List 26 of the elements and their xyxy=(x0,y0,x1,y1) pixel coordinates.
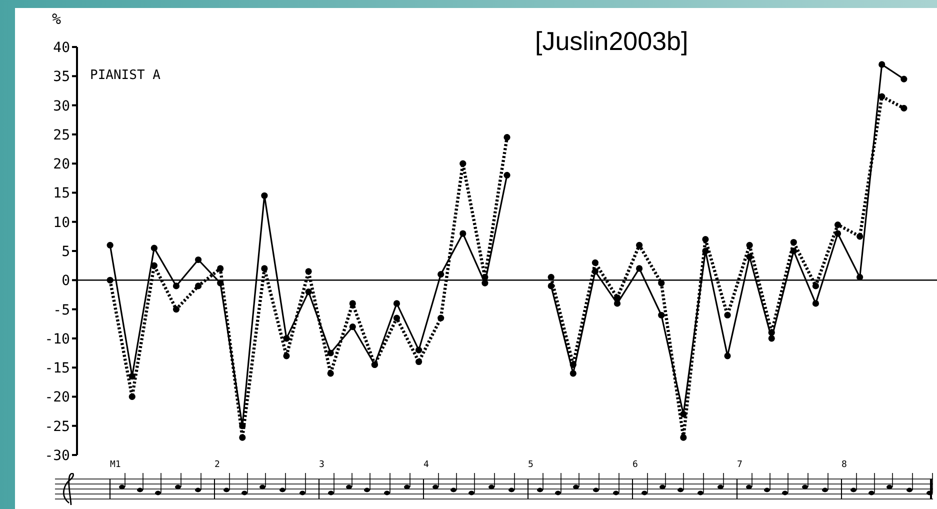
y-tick-label: 20 xyxy=(53,156,70,173)
y-tick-label: 10 xyxy=(53,214,70,231)
y-tick-label: -5 xyxy=(53,302,70,318)
annotation: PIANIST A xyxy=(90,68,160,83)
text: 7 xyxy=(737,460,742,470)
y-tick-label: 0 xyxy=(62,273,70,290)
text: 4 xyxy=(424,460,429,470)
y-tick-label: -10 xyxy=(44,331,70,348)
y-axis-title: % xyxy=(52,10,62,28)
y-tick-label: -20 xyxy=(44,390,70,406)
y-tick-label: 40 xyxy=(53,40,70,56)
y-tick-label: 5 xyxy=(62,244,70,260)
y-tick-label: -25 xyxy=(44,418,70,435)
text: 6 xyxy=(632,460,638,470)
text: 8 xyxy=(842,460,847,470)
y-tick-label: 15 xyxy=(53,186,70,202)
text: 2 xyxy=(214,460,220,470)
y-tick-label: 35 xyxy=(53,69,70,86)
y-tick-label: 25 xyxy=(53,127,70,144)
y-tick-label: -15 xyxy=(44,360,70,377)
y-tick-label: 30 xyxy=(53,98,70,114)
annotation: [Juslin2003b] xyxy=(535,26,688,57)
text: 5 xyxy=(528,460,534,470)
y-tick-label: -30 xyxy=(44,448,70,464)
text: 3 xyxy=(319,460,324,470)
text: M1 xyxy=(110,460,121,470)
